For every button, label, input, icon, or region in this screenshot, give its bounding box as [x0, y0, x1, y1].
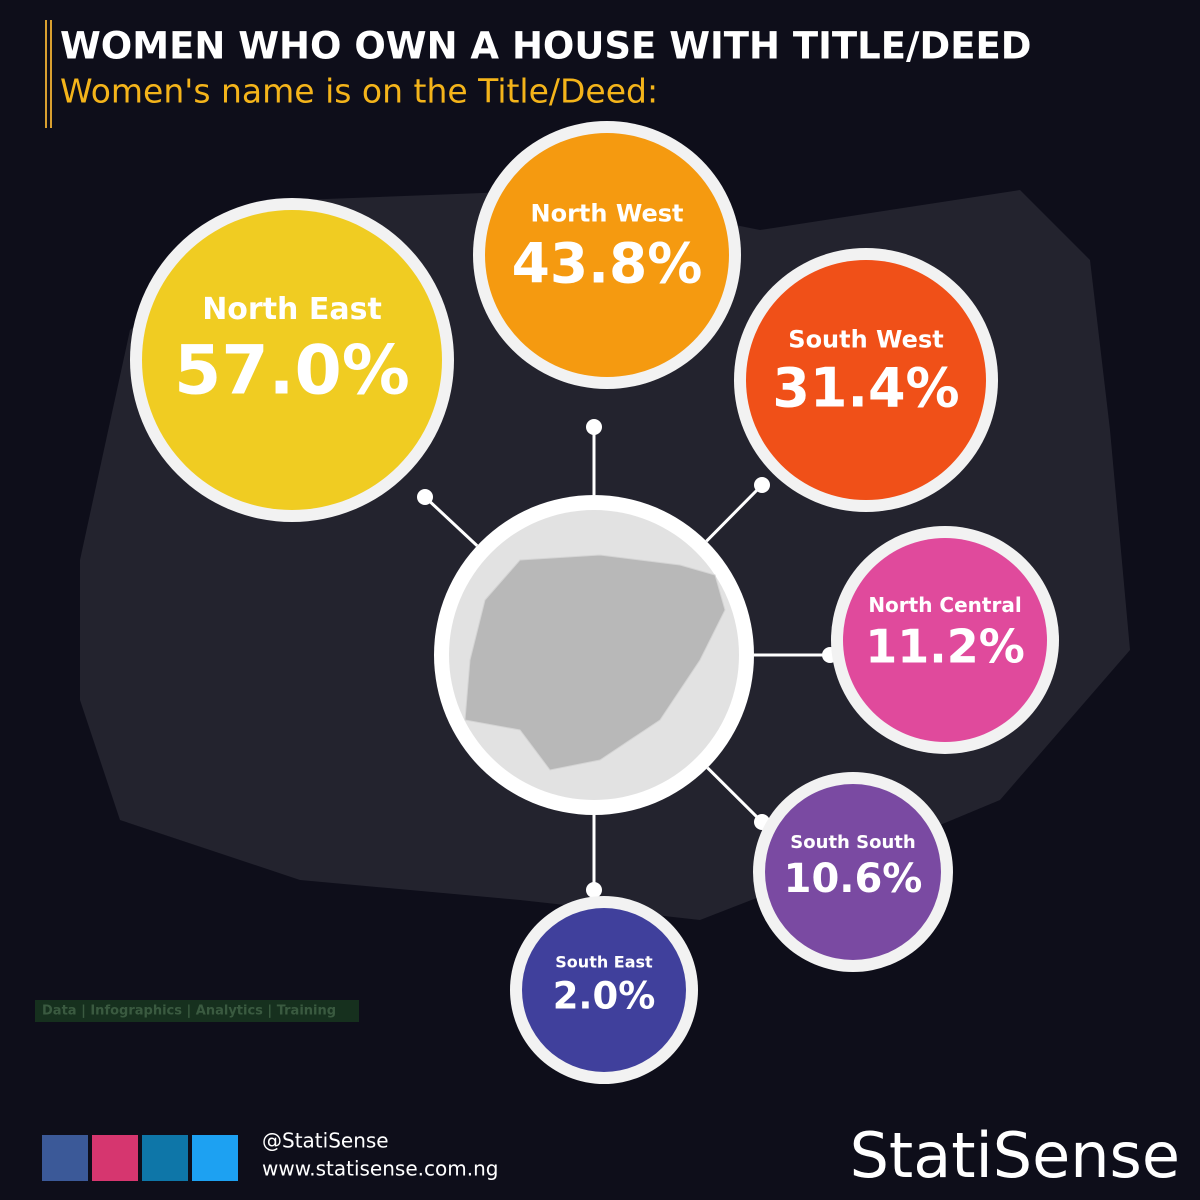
bubble-value: 57.0%: [174, 332, 410, 411]
bubble-value: 31.4%: [772, 357, 959, 420]
bubble: [765, 784, 941, 960]
bubble-label: North West: [531, 200, 684, 228]
bubble: [522, 908, 686, 1072]
connector-dot: [586, 419, 602, 435]
bubble-value: 10.6%: [784, 856, 923, 902]
bubble: [843, 538, 1047, 742]
bubble-value: 43.8%: [512, 231, 703, 295]
connector-dot: [417, 489, 433, 505]
connector-dot: [754, 477, 770, 493]
bubble-label: South East: [555, 952, 653, 971]
brand: StatiSense: [850, 1119, 1180, 1192]
twitter-icon[interactable]: [192, 1135, 238, 1181]
connector: [423, 495, 479, 547]
title: WOMEN WHO OWN A HOUSE WITH TITLE/DEED: [60, 25, 1031, 68]
instagram-icon[interactable]: [92, 1135, 138, 1181]
bubble-label: North East: [202, 292, 382, 327]
tagline: Data | Infographics | Analytics | Traini…: [42, 1004, 336, 1019]
bubble-label: South South: [790, 832, 915, 853]
tagline-box: [35, 1000, 359, 1022]
bubble-label: North Central: [868, 593, 1021, 617]
connector-dot: [586, 882, 602, 898]
website: www.statisense.com.ng: [262, 1157, 498, 1181]
bubble-label: South West: [788, 325, 943, 353]
bubble: [746, 260, 986, 500]
bubble: [142, 210, 442, 510]
nigeria-map: [464, 554, 726, 771]
facebook-icon[interactable]: [42, 1135, 88, 1181]
handle: @StatiSense: [262, 1129, 389, 1153]
bubble: [485, 133, 729, 377]
linkedin-icon[interactable]: [142, 1135, 188, 1181]
connector: [706, 766, 764, 824]
bubble-value: 11.2%: [865, 620, 1025, 674]
subtitle: Women's name is on the Title/Deed:: [60, 72, 658, 111]
bubble-value: 2.0%: [553, 975, 656, 1018]
connector: [705, 483, 764, 543]
